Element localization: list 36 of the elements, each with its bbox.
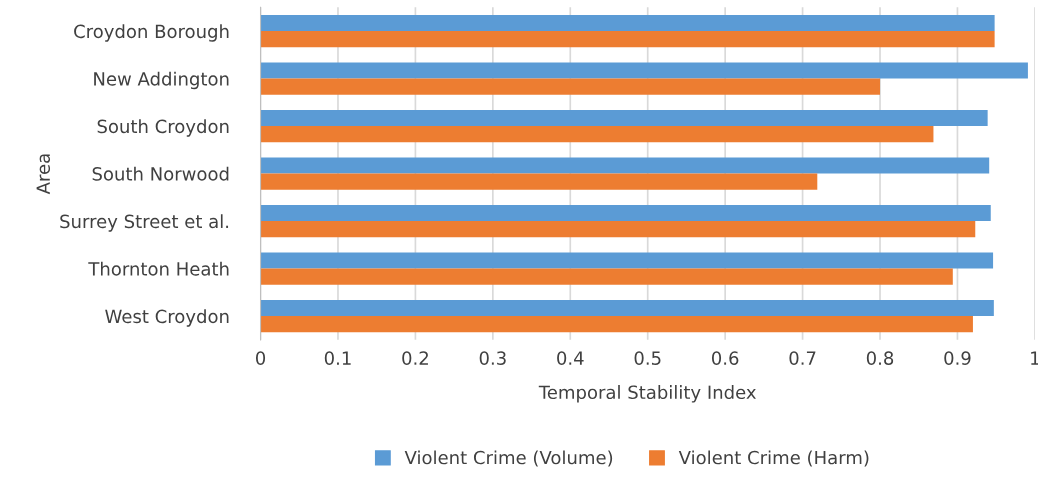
y-tick-label: Croydon Borough: [74, 24, 229, 42]
y-tick-label: Thornton Heath: [88, 261, 229, 276]
x-tick-label: 0.8: [866, 351, 894, 365]
x-tick-label: 0.7: [789, 351, 816, 365]
legend-label: Violent Crime (Volume): [404, 450, 613, 467]
bar: [260, 78, 881, 95]
x-axis-title: Temporal Stability Index: [538, 385, 756, 403]
bar: [260, 204, 991, 222]
bar: [260, 109, 988, 127]
y-tick-label: New Addington: [94, 71, 229, 90]
x-tick-label: 0.2: [402, 351, 428, 365]
bar: [260, 126, 934, 143]
x-tick-label: 0.6: [711, 351, 739, 365]
bar: [260, 268, 953, 285]
y-tick-label: South Norwood: [92, 166, 229, 181]
x-tick-label: 0.3: [479, 351, 506, 365]
x-tick-label: 0: [255, 351, 266, 365]
bar: [260, 31, 995, 48]
x-tick-label: 1: [1031, 351, 1038, 365]
x-tick-label: 0.1: [324, 351, 351, 365]
x-tick-label: 0.5: [634, 351, 661, 365]
y-tick-label: West Croydon: [105, 309, 229, 327]
bar: [260, 221, 976, 238]
bar: [260, 14, 995, 32]
bar: [260, 157, 990, 174]
y-axis-title: Area: [36, 154, 51, 195]
bar: [260, 316, 973, 333]
bar: [260, 252, 994, 269]
bar: [260, 299, 994, 317]
bar: [260, 173, 818, 190]
x-tick-label: 0.4: [557, 351, 584, 365]
legend-label: Violent Crime (Harm): [678, 450, 869, 467]
y-tick-label: South Croydon: [97, 119, 229, 137]
x-tick-label: 0.9: [944, 351, 971, 365]
y-tick-label: Surrey Street et al.: [60, 214, 229, 232]
bar: [260, 62, 1028, 79]
